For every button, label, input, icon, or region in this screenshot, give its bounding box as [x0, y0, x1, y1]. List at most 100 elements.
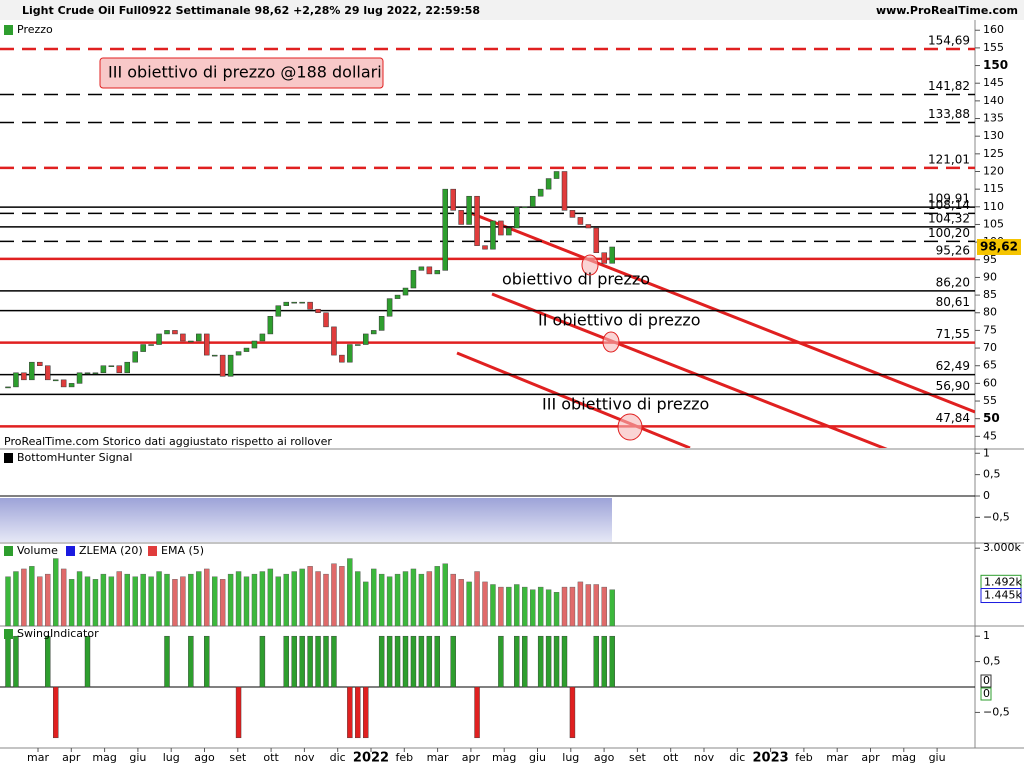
swing-bar [291, 635, 297, 688]
swing-bar [474, 686, 480, 739]
volume-bar [522, 586, 528, 627]
volume-bar [506, 586, 512, 627]
x-tick-label: nov [694, 751, 715, 764]
swing-bar [569, 686, 576, 739]
level-label: 71,55 [936, 327, 970, 341]
last-value-label: 1.445k [984, 589, 1022, 602]
candle [116, 365, 123, 374]
candle [60, 379, 67, 388]
target-circle [617, 413, 643, 441]
swing-bar [522, 635, 528, 688]
candle [76, 372, 83, 384]
candle [13, 372, 19, 388]
volume-bar [156, 571, 162, 627]
volume-bar [84, 576, 91, 627]
candle [514, 206, 520, 229]
volume-bar [132, 576, 138, 627]
swing-bar [307, 635, 313, 688]
annotation: III obiettivo di prezzo @188 dollari [108, 63, 382, 82]
legend-label: ZLEMA (20) [79, 544, 143, 557]
swing-bar [13, 635, 19, 688]
candle [275, 305, 282, 317]
candle [29, 361, 35, 381]
candle [132, 351, 138, 363]
swing-bar [331, 635, 337, 688]
volume-bar [339, 566, 345, 627]
x-tick-label: giu [929, 751, 946, 764]
swing-bar [315, 635, 321, 688]
y-tick-label: 120 [983, 164, 1004, 177]
watermark: ProRealTime.com Storico dati aggiustato … [4, 435, 332, 448]
legend-swatch [66, 546, 75, 556]
candle [442, 188, 448, 271]
x-tick-label: giu [129, 751, 146, 764]
swing-bar [235, 686, 242, 739]
candle [577, 217, 584, 225]
volume-bar [371, 568, 377, 627]
level-label: 95,26 [936, 243, 970, 257]
legend-swatch [148, 546, 157, 556]
candle [347, 344, 353, 363]
volume-bar [458, 579, 464, 627]
candle [251, 340, 258, 349]
swing-bar [434, 635, 440, 688]
swing-bar [394, 635, 401, 688]
candle [211, 354, 218, 357]
x-tick-label: mar [826, 751, 848, 764]
candle [37, 361, 43, 366]
y-tick-label: 70 [983, 341, 997, 354]
candle [148, 344, 154, 346]
candle [219, 354, 226, 377]
volume-bar [108, 576, 115, 627]
level-label: 80,61 [936, 295, 970, 309]
candle [386, 298, 393, 317]
legend-label: SwingIndicator [17, 627, 99, 640]
x-tick-label: ott [263, 751, 279, 764]
x-tick-label: giu [529, 751, 546, 764]
swing-bar [545, 635, 552, 688]
candle [84, 372, 91, 375]
x-tick-label: dic [330, 751, 346, 764]
y-tick-label: 90 [983, 270, 997, 283]
x-tick-label: set [629, 751, 646, 764]
candle [474, 195, 480, 246]
candle [498, 220, 504, 236]
x-tick-label: apr [462, 751, 481, 764]
volume-bar [386, 576, 393, 627]
legend-swatch [4, 629, 13, 639]
y-tick-label: 60 [983, 376, 997, 389]
candle [172, 330, 178, 335]
y-tick-label: 150 [983, 58, 1008, 72]
volume-bar [545, 589, 552, 627]
target-circle [602, 331, 620, 353]
volume-bar [577, 581, 584, 627]
x-tick-label: lug [163, 751, 180, 764]
annotation-box [99, 57, 384, 89]
volume-bar [267, 568, 274, 627]
candle [355, 344, 361, 346]
y-tick-label: −0,5 [983, 510, 1010, 523]
candle [156, 333, 162, 345]
candle [299, 301, 305, 304]
volume-bar [585, 584, 592, 627]
trendline [456, 351, 691, 448]
annotation: II obiettivo di prezzo [538, 311, 701, 330]
y-tick-label: 75 [983, 323, 997, 336]
volume-bar [490, 584, 496, 627]
y-tick-label: 160 [983, 23, 1004, 36]
swing-bar [323, 635, 329, 688]
volume-bar [426, 571, 433, 627]
swing-bar [537, 635, 544, 688]
swing-bar [561, 635, 568, 688]
legend-label: Volume [17, 544, 58, 557]
target-circle [581, 254, 599, 276]
candle [124, 361, 130, 374]
candle [204, 333, 210, 356]
y-tick-label: 130 [983, 129, 1004, 142]
candle [458, 210, 464, 225]
volume-bar [21, 568, 27, 627]
candle [434, 270, 441, 275]
volume-bar [418, 573, 425, 627]
last-price-label: 98,62 [980, 239, 1018, 253]
